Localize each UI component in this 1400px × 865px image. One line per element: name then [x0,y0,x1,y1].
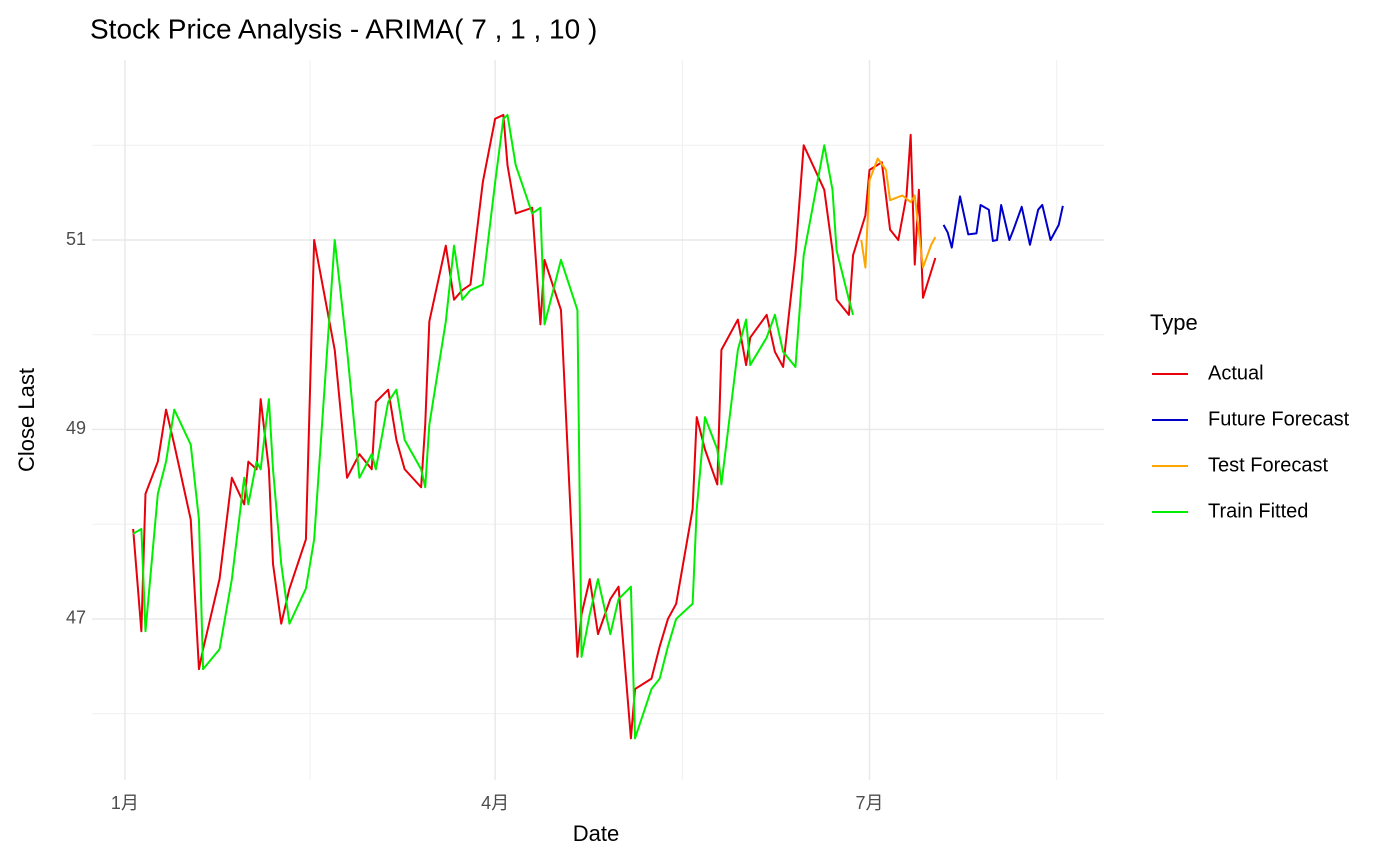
y-tick-label: 49 [66,418,86,438]
series-line [860,157,937,269]
legend-label: Test Forecast [1208,454,1328,476]
y-axis-label: Close Last [14,368,39,472]
legend-title: Type [1150,310,1198,335]
x-axis-label: Date [573,821,619,846]
series-line [132,113,937,740]
legend-label: Future Forecast [1208,408,1350,430]
x-tick-label: 1月 [111,793,139,813]
y-tick-label: 47 [66,608,86,628]
chart-title: Stock Price Analysis - ARIMA( 7 , 1 , 10… [90,13,597,44]
grid [92,60,1104,780]
y-tick-label: 51 [66,229,86,249]
legend-label: Train Fitted [1208,500,1308,522]
x-tick-label: 7月 [856,793,884,813]
x-tick-label: 4月 [481,793,509,813]
plot-area [132,113,1064,740]
series-line [132,113,855,740]
legend-label: Actual [1208,362,1264,384]
series-line [942,195,1064,249]
